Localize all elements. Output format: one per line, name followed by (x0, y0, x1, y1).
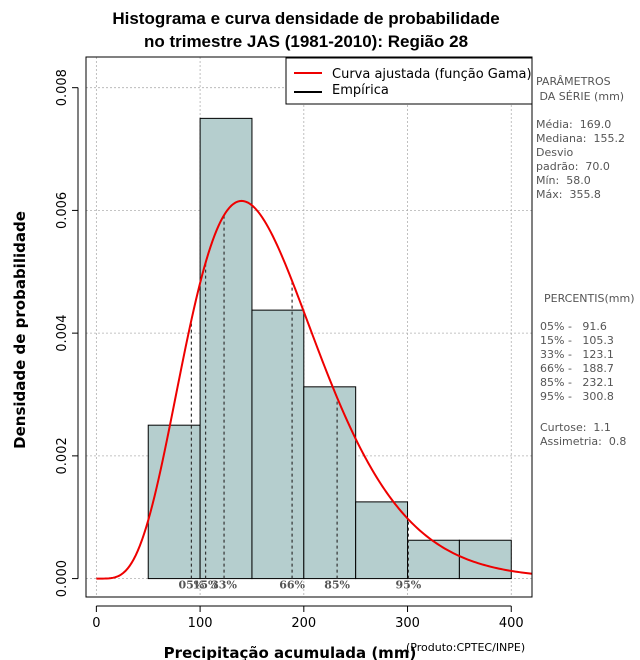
stat-skewness: Assimetria: 0.8 (540, 435, 626, 448)
chart-title-line-2: no trimestre JAS (1981-2010): Região 28 (144, 32, 468, 51)
histogram-bar (303, 386, 357, 580)
percentil-85: 85% - 232.1 (540, 376, 614, 389)
histogram-bar (355, 501, 409, 580)
param-median: Mediana: 155.2 (536, 132, 625, 145)
param-mean: Média: 169.0 (536, 118, 611, 131)
params-heading-2: DA SÉRIE (mm) (536, 90, 624, 103)
plot-frame (85, 56, 533, 598)
percentile-label: 66% (279, 579, 305, 592)
gamma-curve-layer (96, 199, 533, 580)
axes: 0 100 200 300 400 0.000 0.002 0.004 0.006 0.008 (55, 69, 524, 631)
gamma-fit-curve (96, 199, 533, 580)
legend-label-empirical: Empírica (332, 83, 389, 98)
histogram-bar (407, 539, 460, 580)
percentile-label: 85% (324, 579, 350, 592)
percentile-markers: 05%15%33% 66% 85% 95% (178, 215, 422, 592)
percentil-15: 15% - 105.3 (540, 334, 614, 347)
histogram-bar (251, 309, 305, 580)
legend-box (285, 57, 533, 105)
y-tick-label: 0.002 (55, 437, 70, 474)
percentis-heading: PERCENTIS(mm) (544, 292, 635, 305)
histogram-bar (199, 117, 253, 580)
y-tick-label: 0.004 (55, 315, 70, 352)
x-tick-label: 0 (92, 616, 100, 631)
y-axis-title: Densidade de probabilidade (11, 211, 29, 449)
y-tick-label: 0.006 (55, 192, 70, 229)
chart-title-line-1: Histograma e curva densidade de probabil… (112, 9, 499, 28)
stat-kurtosis: Curtose: 1.1 (540, 421, 611, 434)
param-sd-label: Desvio (536, 146, 574, 159)
y-tick-label: 0.008 (55, 69, 70, 106)
legend-label-fitted: Curva ajustada (função Gama) (332, 67, 532, 82)
legend: Curva ajustada (função Gama) Empírica (285, 57, 533, 105)
x-tick-label: 400 (499, 616, 524, 631)
histogram-bars (147, 117, 512, 580)
y-tick-label: 0.000 (55, 560, 70, 597)
percentile-label: 95% (395, 579, 421, 592)
param-max: Máx: 355.8 (536, 188, 601, 201)
x-tick-label: 300 (395, 616, 420, 631)
x-axis-title: Precipitação acumulada (mm) (164, 644, 417, 660)
param-min: Mín: 58.0 (536, 174, 591, 187)
percentile-label: 33% (211, 579, 237, 592)
histogram-bar (147, 424, 201, 580)
x-tick-label: 100 (188, 616, 213, 631)
percentil-95: 95% - 300.8 (540, 390, 614, 403)
product-credit: (Produto:CPTEC/INPE) (406, 641, 525, 654)
percentil-33: 33% - 123.1 (540, 348, 614, 361)
percentile-label: 15% (193, 579, 219, 592)
percentile-label: 05% (178, 579, 204, 592)
percentil-05: 05% - 91.6 (540, 320, 607, 333)
params-heading-1: PARÂMETROS (536, 75, 611, 88)
param-sd-value: padrão: 70.0 (536, 160, 610, 173)
series-parameters-panel: PARÂMETROS DA SÉRIE (mm) Média: 169.0 Me… (536, 75, 635, 448)
x-tick-label: 200 (291, 616, 316, 631)
percentil-66: 66% - 188.7 (540, 362, 614, 375)
